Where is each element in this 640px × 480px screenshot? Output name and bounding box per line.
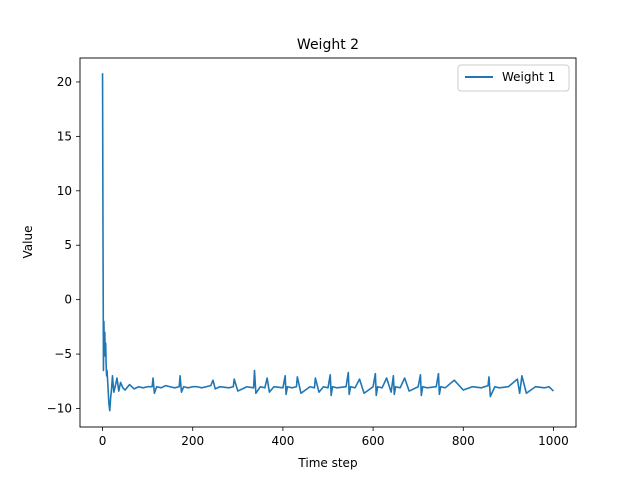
- y-axis: −10 −5 0 5 10 15 20: [47, 75, 80, 415]
- x-axis-label: Time step: [297, 456, 357, 470]
- legend-box: [457, 64, 570, 92]
- x-tick-label: 1000: [538, 434, 569, 448]
- x-tick-label: 400: [271, 434, 294, 448]
- x-tick-label: 800: [452, 434, 475, 448]
- plot-frame: [79, 57, 577, 428]
- y-tick-label: 20: [57, 75, 72, 89]
- x-axis: 0 200 400 600 800 1000: [99, 427, 569, 448]
- legend: Weight 1: [457, 64, 570, 92]
- y-axis-label: Value: [21, 226, 35, 259]
- chart-title: Weight 2: [297, 37, 359, 53]
- y-tick-label: −5: [54, 347, 72, 361]
- y-tick-label: 15: [57, 129, 72, 143]
- y-tick-label: 10: [57, 184, 72, 198]
- legend-entry-label: Weight 1: [502, 70, 555, 84]
- x-tick-label: 0: [99, 434, 107, 448]
- series-line-1: [101, 73, 555, 412]
- x-tick-label: 200: [181, 434, 204, 448]
- y-tick-label: −10: [47, 401, 72, 415]
- y-tick-label: 5: [64, 238, 72, 252]
- x-tick-label: 600: [362, 434, 385, 448]
- y-tick-label: 0: [64, 293, 72, 307]
- series-layer: [101, 73, 555, 412]
